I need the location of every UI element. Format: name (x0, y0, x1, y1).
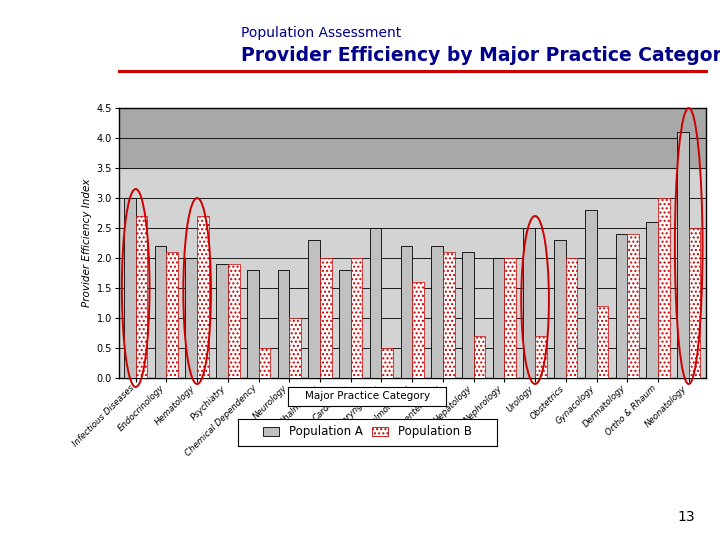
Text: Major Practice Category: Major Practice Category (305, 392, 430, 401)
Bar (339, 270, 351, 378)
Bar (474, 336, 485, 378)
Bar (431, 246, 443, 378)
Bar (320, 258, 332, 378)
Bar (308, 240, 320, 378)
Bar (382, 348, 393, 378)
Legend: Population A, Population B: Population A, Population B (258, 421, 477, 443)
Bar (124, 198, 135, 378)
Bar (627, 234, 639, 378)
Bar (597, 306, 608, 378)
Bar (616, 234, 627, 378)
Bar (258, 348, 270, 378)
Bar (585, 210, 597, 378)
Bar (566, 258, 577, 378)
Bar (135, 216, 148, 378)
Bar (216, 264, 228, 378)
Text: 13: 13 (678, 510, 695, 524)
Bar (554, 240, 566, 378)
Bar (370, 228, 382, 378)
Bar (523, 228, 535, 378)
Bar (658, 198, 670, 378)
Bar (689, 228, 701, 378)
Bar (155, 246, 166, 378)
Bar (492, 258, 505, 378)
Bar (197, 216, 209, 378)
Bar (278, 270, 289, 378)
Bar (351, 258, 362, 378)
Bar (166, 252, 178, 378)
Text: Population Assessment: Population Assessment (241, 26, 402, 40)
Bar (186, 258, 197, 378)
Bar (505, 258, 516, 378)
Bar (247, 270, 258, 378)
Bar (647, 222, 658, 378)
Text: Provider Efficiency by Major Practice Category: Provider Efficiency by Major Practice Ca… (241, 46, 720, 65)
Y-axis label: Provider Efficiency Index: Provider Efficiency Index (82, 179, 92, 307)
Bar (535, 336, 546, 378)
Bar (119, 108, 706, 168)
Bar (228, 264, 240, 378)
Bar (677, 132, 689, 378)
Bar (400, 246, 412, 378)
Bar (412, 282, 424, 378)
Bar (443, 252, 454, 378)
Bar (462, 252, 474, 378)
Bar (289, 318, 301, 378)
